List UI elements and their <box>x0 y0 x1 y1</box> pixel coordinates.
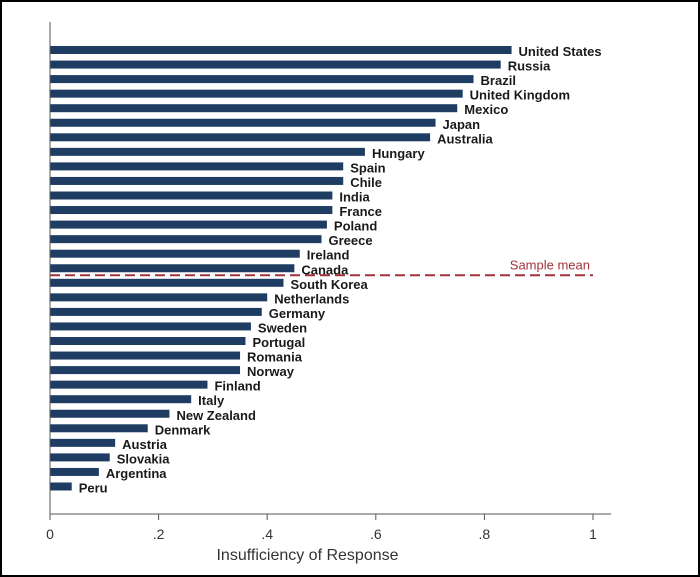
bar-russia <box>50 60 501 69</box>
bar-label-japan: Japan <box>443 117 481 132</box>
bar-label-ireland: Ireland <box>307 248 350 263</box>
bar-hungary <box>50 147 365 156</box>
bar-australia <box>50 133 431 142</box>
bar-label-italy: Italy <box>198 393 225 408</box>
bar-poland <box>50 220 327 229</box>
bar-label-united-states: United States <box>519 44 602 59</box>
bar-italy <box>50 395 192 404</box>
bar-label-australia: Australia <box>437 131 493 146</box>
bar-denmark <box>50 424 148 433</box>
x-tick-label: .6 <box>370 526 382 542</box>
x-tick-label: .8 <box>479 526 491 542</box>
bar-united-states <box>50 46 512 54</box>
bar-label-slovakia: Slovakia <box>117 451 171 466</box>
bar-greece <box>50 235 322 244</box>
bar-label-france: France <box>339 204 382 219</box>
bar-label-germany: Germany <box>269 306 326 321</box>
bar-label-new-zealand: New Zealand <box>176 408 256 423</box>
bar-finland <box>50 380 208 389</box>
bar-label-greece: Greece <box>329 233 373 248</box>
bar-label-south-korea: South Korea <box>290 277 368 292</box>
bar-label-austria: Austria <box>122 437 168 452</box>
bar-label-united-kingdom: United Kingdom <box>470 88 570 103</box>
bar-germany <box>50 307 262 316</box>
bar-label-poland: Poland <box>334 219 377 234</box>
bar-label-mexico: Mexico <box>464 102 508 117</box>
bar-label-brazil: Brazil <box>481 73 516 88</box>
sample-mean-label: Sample mean <box>510 257 590 272</box>
x-tick-label: .4 <box>261 526 273 542</box>
x-axis-title: Insufficiency of Response <box>216 547 398 564</box>
x-tick-label: 0 <box>46 526 54 542</box>
bar-label-sweden: Sweden <box>258 320 307 335</box>
bar-sweden <box>50 322 251 331</box>
bar-label-portugal: Portugal <box>252 335 305 350</box>
bar-portugal <box>50 337 246 345</box>
x-tick-label: .2 <box>153 526 165 542</box>
bar-new-zealand <box>50 409 170 418</box>
bar-label-norway: Norway <box>247 364 295 379</box>
bar-norway <box>50 366 241 375</box>
bar-label-peru: Peru <box>79 481 108 496</box>
bars-group <box>50 46 512 491</box>
bar-label-spain: Spain <box>350 160 385 175</box>
bar-label-denmark: Denmark <box>155 422 211 437</box>
bar-label-hungary: Hungary <box>372 146 426 161</box>
bar-label-romania: Romania <box>247 350 303 365</box>
bar-mexico <box>50 104 458 113</box>
bar-label-netherlands: Netherlands <box>274 291 349 306</box>
bar-united-kingdom <box>50 89 463 98</box>
bar-label-chile: Chile <box>350 175 382 190</box>
bar-india <box>50 191 333 200</box>
bar-label-argentina: Argentina <box>106 466 167 481</box>
bar-canada <box>50 264 295 273</box>
bar-label-canada: Canada <box>301 262 349 277</box>
bar-france <box>50 206 333 215</box>
bar-brazil <box>50 75 474 84</box>
bar-argentina <box>50 467 99 476</box>
bar-south-korea <box>50 278 284 287</box>
bar-label-russia: Russia <box>508 59 551 74</box>
bar-japan <box>50 118 436 127</box>
bar-chile <box>50 176 344 185</box>
x-ticks-group: 0 .2 .4 .6 .8 1 <box>46 514 597 542</box>
bar-slovakia <box>50 453 110 462</box>
x-tick-label: 1 <box>589 526 597 542</box>
bar-spain <box>50 162 344 171</box>
bar-netherlands <box>50 293 268 302</box>
bar-label-finland: Finland <box>214 379 260 394</box>
bar-peru <box>50 482 72 491</box>
bar-label-india: India <box>339 190 370 205</box>
bar-austria <box>50 438 116 447</box>
bar-ireland <box>50 249 300 258</box>
bar-romania <box>50 351 241 360</box>
